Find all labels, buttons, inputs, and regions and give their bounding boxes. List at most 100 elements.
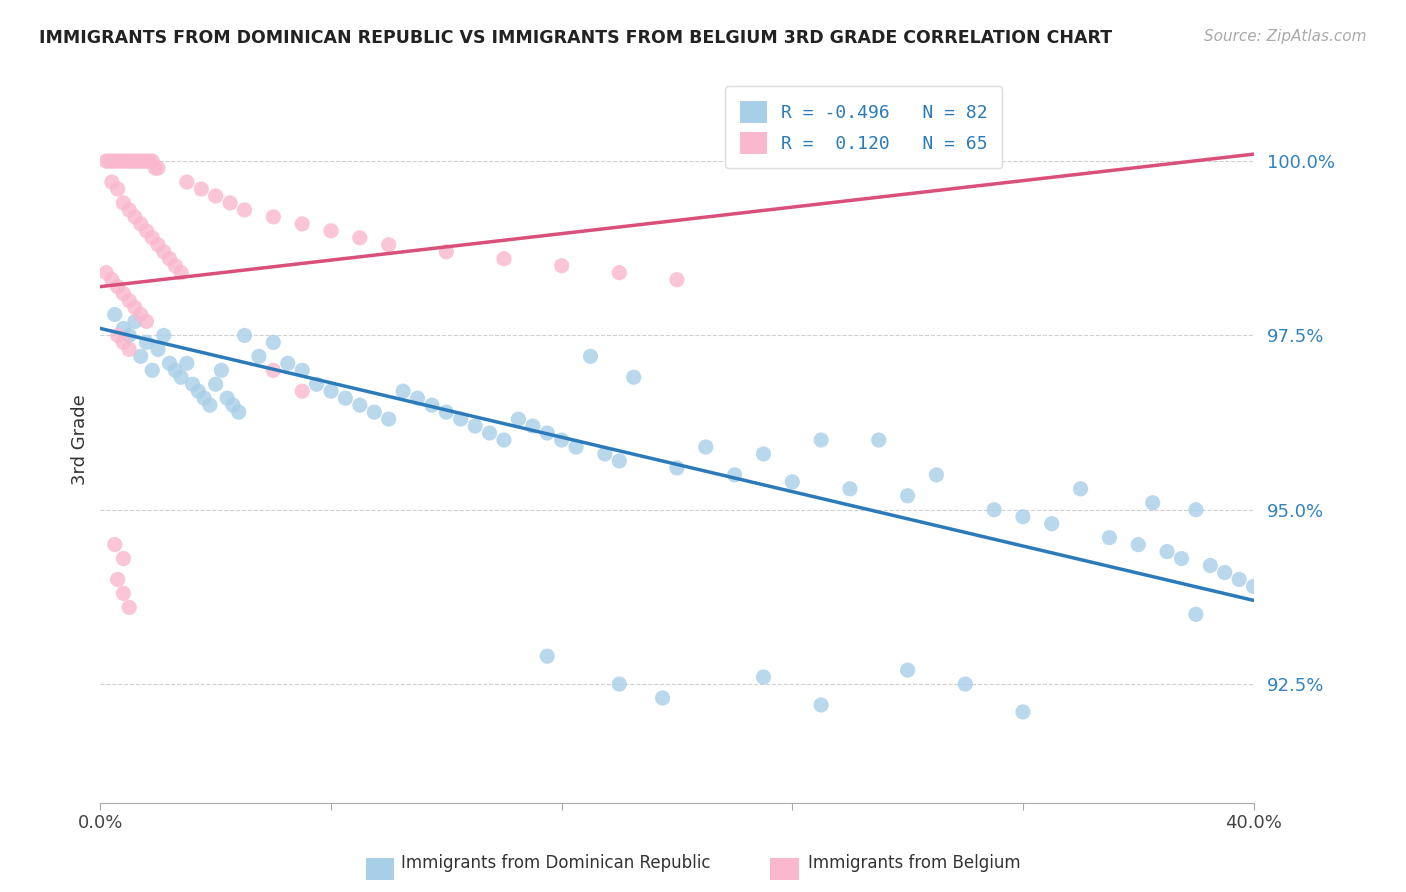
Point [132,154,155,169]
Point [607,677,630,691]
Point [112,154,135,169]
Point [607,454,630,468]
Point [291,384,314,399]
Point [1012,705,1035,719]
Point [209,363,232,377]
Point [752,447,775,461]
Point [450,412,472,426]
Point [665,273,688,287]
Point [217,391,239,405]
Text: Immigrants from Belgium: Immigrants from Belgium [807,855,1021,872]
Point [392,384,415,399]
Point [723,467,745,482]
Point [107,573,129,587]
Point [434,244,457,259]
Point [107,279,129,293]
Point [1213,566,1236,580]
Point [141,231,163,245]
Point [319,384,342,399]
Point [319,224,342,238]
Point [1156,544,1178,558]
Point [112,196,135,211]
Point [190,182,212,196]
Point [695,440,717,454]
Point [138,154,160,169]
Point [135,314,157,328]
Point [247,349,270,363]
Point [104,308,127,322]
Point [124,210,146,224]
Point [118,293,141,308]
Point [623,370,645,384]
Point [420,398,443,412]
Point [925,467,948,482]
Point [129,308,152,322]
Point [187,384,209,399]
Point [94,154,117,169]
Point [565,440,588,454]
Point [897,489,920,503]
Point [897,663,920,677]
Point [146,237,169,252]
Point [101,175,124,189]
Point [277,356,299,370]
Point [129,154,152,169]
Point [1142,496,1164,510]
Point [193,391,215,405]
Point [593,447,616,461]
Point [377,237,399,252]
Point [170,370,193,384]
Point [112,586,135,600]
Point [141,154,163,169]
Point [124,154,146,169]
Point [121,154,143,169]
Point [434,405,457,419]
Point [363,405,385,419]
Point [349,398,371,412]
Point [508,412,530,426]
Point [550,259,572,273]
Point [198,398,221,412]
Point [118,343,141,357]
Point [222,398,245,412]
Point [107,182,129,196]
Point [159,252,181,266]
Point [536,649,558,664]
Point [651,691,673,706]
Point [464,419,486,434]
Point [1227,573,1250,587]
Point [233,202,256,217]
Point [101,154,124,169]
Point [124,301,146,315]
Point [228,405,250,419]
Point [1199,558,1222,573]
Point [780,475,803,489]
Point [112,335,135,350]
Point [406,391,429,405]
Point [101,273,124,287]
Point [810,698,832,712]
Text: Immigrants from Dominican Republic: Immigrants from Dominican Republic [401,855,710,872]
Point [1128,538,1150,552]
Point [1185,607,1208,622]
Point [492,252,515,266]
Point [335,391,357,405]
Point [112,551,135,566]
Point [839,482,862,496]
Point [665,461,688,475]
Point [752,670,775,684]
Point [607,266,630,280]
Point [955,677,977,691]
Point [94,266,117,280]
Point [233,328,256,343]
Point [118,600,141,615]
Point [135,335,157,350]
Point [349,231,371,245]
Point [115,154,138,169]
Point [219,196,242,211]
Point [152,244,174,259]
Point [1070,482,1092,496]
Point [492,433,515,447]
Point [165,363,187,377]
Point [176,175,198,189]
